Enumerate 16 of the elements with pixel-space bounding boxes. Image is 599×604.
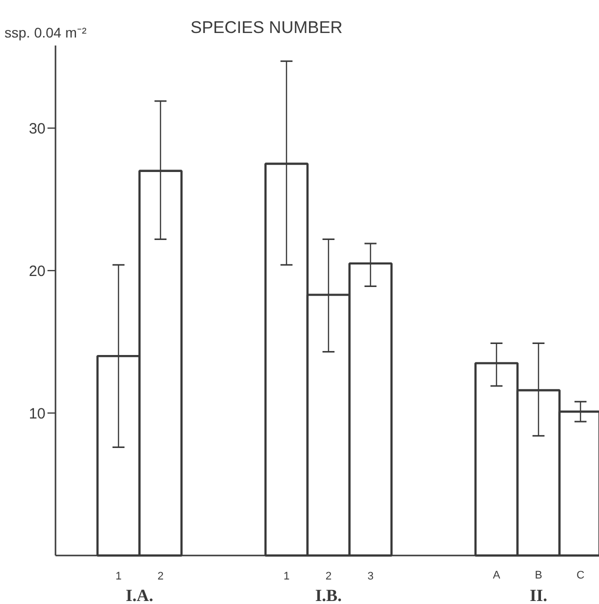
y-tick-label: 10 (28, 406, 46, 423)
y-tick-label: 30 (28, 120, 46, 138)
x-tick-label: 1 (283, 570, 290, 582)
text: I.A. (126, 586, 154, 604)
chart-title: SPECIES NUMBER (190, 18, 343, 37)
x-tick-label: 2 (157, 570, 164, 582)
text: II. (530, 586, 548, 604)
x-tick-label: 3 (367, 570, 374, 582)
y-tick-label: 20 (28, 263, 46, 280)
x-tick-label: 1 (115, 570, 122, 582)
y-axis-title: ssp. 0.04 m⁻² (4, 24, 87, 40)
x-tick-label: C (576, 570, 585, 582)
x-tick-label: A (492, 570, 501, 582)
text: I.B. (315, 586, 342, 604)
x-tick-label: B (534, 570, 542, 582)
x-tick-label: 2 (325, 570, 332, 582)
